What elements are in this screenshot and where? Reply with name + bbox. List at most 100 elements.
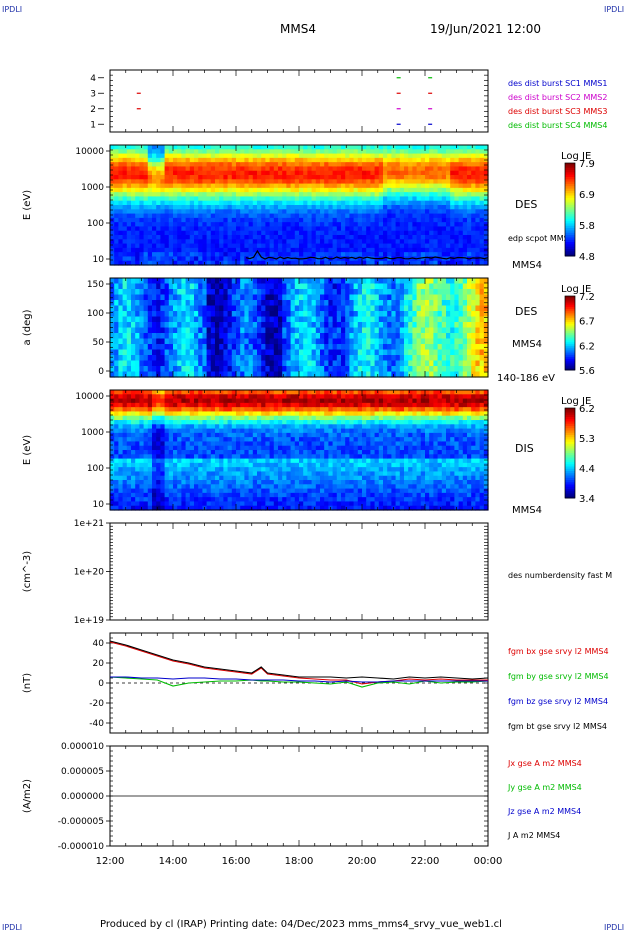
colorbar-cell (565, 179, 575, 183)
spectrogram-cell (294, 226, 300, 232)
spectrogram-cell (189, 239, 195, 245)
spectrogram-cell (194, 170, 199, 176)
spectrogram-cell (425, 239, 430, 245)
spectrogram-cell (315, 260, 321, 266)
spectrogram-cell (404, 311, 409, 318)
spectrogram-cell (198, 333, 203, 340)
spectrogram-cell (181, 294, 187, 301)
spectrogram-cell (152, 175, 157, 180)
spectrogram-cell (131, 437, 136, 443)
spectrogram-cell (135, 398, 140, 404)
spectrogram-cell (257, 175, 262, 180)
spectrogram-cell (387, 153, 392, 159)
spectrogram-cell (223, 294, 229, 301)
spectrogram-cell (118, 243, 124, 249)
spectrogram-cell (425, 196, 430, 202)
spectrogram-cell (257, 333, 262, 340)
spectrogram-cell (378, 366, 384, 373)
spectrogram-cell (248, 209, 254, 215)
spectrogram-cell (206, 247, 212, 253)
spectrogram-cell (118, 366, 124, 373)
y-tick-label: 100 (87, 219, 104, 229)
spectrogram-cell (164, 450, 170, 455)
spectrogram-cell (425, 243, 430, 249)
spectrogram-cell (299, 294, 304, 301)
spectrogram-cell (194, 338, 199, 345)
spectrogram-cell (366, 256, 371, 262)
spectrogram-cell (114, 300, 119, 307)
spectrogram-cell (370, 256, 376, 262)
spectrogram-cell (139, 394, 145, 400)
spectrogram-cell (189, 205, 195, 210)
spectrogram-cell (320, 153, 325, 159)
spectrogram-cell (114, 488, 119, 494)
spectrogram-cell (177, 294, 182, 301)
spectrogram-cell (471, 196, 476, 202)
spectrogram-cell (399, 360, 405, 367)
spectrogram-cell (206, 322, 212, 329)
spectrogram-cell (328, 235, 334, 240)
spectrogram-cell (227, 192, 233, 198)
spectrogram-cell (236, 217, 241, 223)
spectrogram-cell (147, 311, 153, 318)
spectrogram-cell (311, 252, 317, 258)
spectrogram-cell (311, 338, 317, 345)
spectrogram-cell (429, 256, 434, 262)
spectrogram-cell (370, 305, 376, 312)
spectrogram-cell (164, 305, 170, 312)
spectrogram-cell (210, 316, 216, 323)
spectrogram-cell (345, 338, 350, 345)
spectrogram-cell (395, 283, 401, 290)
spectrogram-cell (265, 247, 271, 253)
spectrogram-cell (206, 217, 212, 223)
spectrogram-cell (282, 371, 287, 378)
spectrogram-cell (450, 175, 455, 180)
spectrogram-cell (261, 226, 266, 232)
spectrogram-cell (143, 344, 149, 351)
spectrogram-cell (479, 205, 485, 210)
spectrogram-cell (147, 471, 153, 477)
spectrogram-cell (135, 424, 140, 430)
spectrogram-cell (198, 179, 203, 185)
spectrogram-cell (441, 283, 447, 290)
spectrogram-cell (240, 366, 245, 373)
colorbar-cell (565, 188, 575, 192)
colorbar-cell (565, 351, 575, 354)
spectrogram-cell (194, 157, 199, 163)
spectrogram-cell (345, 157, 350, 163)
spectrogram-cell (441, 183, 447, 189)
spectrogram-cell (362, 243, 367, 249)
spectrogram-cell (315, 213, 321, 219)
spectrogram-cell (223, 149, 229, 155)
spectrogram-cell (458, 187, 464, 193)
spectrogram-cell (278, 360, 283, 367)
spectrogram-cell (383, 305, 388, 312)
date-title: 19/Jun/2021 12:00 (430, 22, 542, 36)
spectrogram-cell (467, 260, 472, 266)
spectrogram-cell (320, 200, 325, 206)
spectrogram-cell (446, 179, 451, 185)
spectrogram-cell (227, 243, 233, 249)
spectrogram-cell (110, 149, 115, 155)
spectrogram-cell (416, 247, 422, 253)
spectrogram-cell (227, 252, 233, 258)
spectrogram-cell (168, 175, 174, 180)
spectrogram-cell (110, 235, 115, 240)
colorbar-cell (565, 221, 575, 224)
spectrogram-cell (408, 294, 413, 301)
spectrogram-cell (315, 157, 321, 163)
spectrogram-cell (185, 213, 191, 219)
y-tick-label: 1 (90, 120, 96, 130)
spectrogram-cell (206, 327, 212, 334)
spectrogram-cell (303, 145, 308, 150)
spectrogram-cell (471, 278, 476, 285)
spectrogram-cell (458, 157, 464, 163)
spectrogram-cell (328, 200, 334, 206)
colorbar-cell (565, 239, 575, 243)
spectrogram-cell (408, 333, 413, 340)
spectrogram-cell (244, 371, 250, 378)
spectrogram-cell (454, 278, 460, 285)
spectrogram-cell (299, 166, 304, 172)
spectrogram-cell (122, 209, 128, 215)
spectrogram-cell (345, 371, 350, 378)
